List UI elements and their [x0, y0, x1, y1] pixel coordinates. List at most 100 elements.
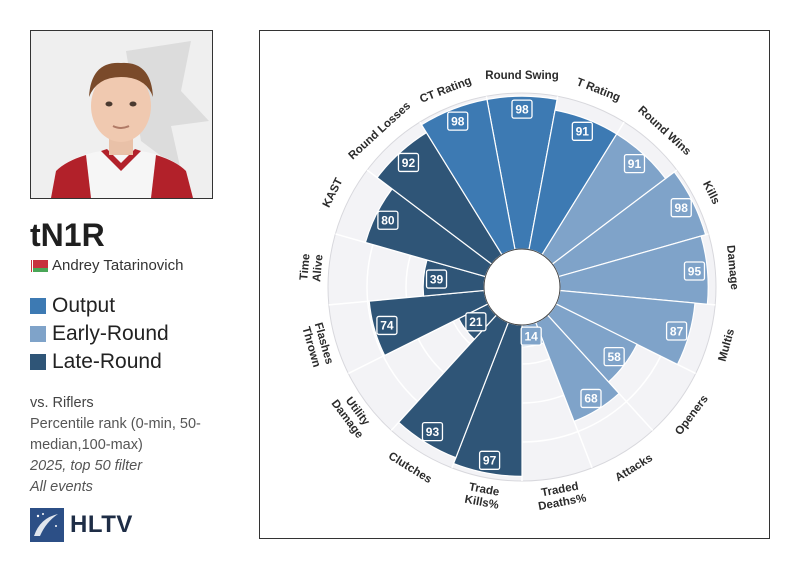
legend-item-late-round: Late-Round [30, 348, 169, 376]
player-real-name: Andrey Tatarinovich [52, 257, 184, 274]
legend-item-output: Output [30, 292, 169, 320]
value-badge: 92 [397, 152, 420, 173]
player-photo-image [31, 31, 212, 198]
value-label: 91 [576, 125, 590, 139]
value-label: 14 [525, 329, 539, 343]
category-label: KAST [321, 176, 346, 209]
player-photo [30, 30, 213, 199]
value-badge-box [465, 312, 487, 332]
hltv-logo: HLTV [30, 508, 133, 542]
value-badge-box [683, 261, 706, 281]
notes-events: All events [30, 479, 93, 495]
value-label: 93 [426, 425, 440, 439]
value-label: 80 [381, 214, 395, 228]
value-badge-box [447, 111, 469, 131]
value-badge: 98 [511, 99, 533, 119]
value-label: 39 [430, 272, 444, 286]
chart-frame: 98 91 91 98 95 87 58 68 14 97 93 21 74 39 80 92 98 Round… [259, 30, 770, 539]
category-label: T Rating [575, 76, 622, 104]
category-label-text: KAST [321, 176, 346, 209]
category-label: Kills [700, 179, 722, 206]
category-label-text: Round Swing [485, 70, 558, 82]
category-label-text: Kills [700, 179, 722, 206]
value-badge: 95 [683, 261, 706, 281]
value-label: 98 [515, 102, 529, 116]
hltv-logo-text: HLTV [70, 511, 133, 538]
value-label: 98 [451, 114, 465, 128]
legend-label: Late-Round [52, 350, 162, 373]
category-label-text: Attacks [613, 452, 655, 484]
legend-swatch-early-round [30, 326, 46, 342]
chart-value-labels: 98 91 91 98 95 87 58 68 14 97 93 21 74 39 80 92 98 [376, 99, 706, 470]
chart-center [483, 248, 561, 326]
value-label: 97 [483, 454, 497, 468]
value-badge-box [623, 153, 646, 174]
value-badge-box [478, 450, 501, 470]
category-label: Damage [724, 245, 740, 291]
value-badge-box [603, 346, 625, 367]
value-label: 68 [584, 392, 598, 406]
value-badge-box [580, 388, 602, 409]
category-label: Round Swing [485, 70, 558, 82]
notes-percentile-description: Percentile rank (0-min, 50-median,100-ma… [30, 416, 201, 453]
category-label-text: Time [298, 253, 312, 281]
value-badge-box [571, 121, 593, 141]
legend-label: Early-Round [52, 322, 169, 345]
value-badge-box [665, 321, 688, 341]
value-badge: 14 [520, 326, 542, 346]
value-badge-box [670, 198, 692, 218]
category-label-text: Multis [717, 328, 738, 363]
chart-legend: Output Early-Round Late-Round [30, 292, 169, 376]
category-label-text: CT Rating [418, 75, 473, 106]
value-label: 87 [670, 324, 684, 338]
hltv-logo-icon [30, 508, 64, 542]
value-label: 91 [628, 157, 642, 171]
chart-center-hole [483, 248, 561, 326]
notes-comparison: vs. Riflers [30, 395, 94, 411]
value-badge-box [511, 99, 533, 119]
category-label: CT Rating [418, 75, 473, 106]
category-label-text: Trade [468, 481, 500, 498]
value-badge: 74 [376, 315, 398, 336]
value-badge-box [397, 152, 420, 173]
value-badge: 87 [665, 321, 688, 341]
value-badge: 80 [377, 210, 399, 230]
value-badge: 93 [421, 421, 444, 442]
legend-item-early-round: Early-Round [30, 320, 169, 348]
value-badge-box [425, 269, 448, 289]
polar-chart: 98 91 91 98 95 87 58 68 14 97 93 21 74 39 80 92 98 Round… [298, 70, 740, 514]
value-badge-box [377, 210, 399, 230]
category-label-text: Alive [311, 254, 325, 282]
category-label: Attacks [613, 452, 655, 484]
legend-swatch-late-round [30, 354, 46, 370]
player-nickname: tN1R [30, 217, 105, 253]
category-label-text: Damage [724, 245, 740, 291]
value-badge: 68 [580, 388, 602, 409]
value-label: 21 [469, 315, 483, 329]
value-badge: 97 [478, 450, 501, 470]
value-badge-box [421, 421, 444, 442]
value-badge: 58 [603, 346, 625, 367]
chart-notes: vs. Riflers Percentile rank (0-min, 50-m… [30, 393, 230, 498]
category-label: Multis [717, 328, 738, 363]
value-label: 95 [688, 264, 702, 278]
value-badge: 39 [425, 269, 448, 289]
value-badge-box [376, 315, 398, 336]
value-badge: 98 [447, 111, 469, 131]
value-label: 74 [380, 319, 394, 333]
notes-filter: 2025, top 50 filter [30, 458, 143, 474]
category-label-text: T Rating [575, 76, 622, 104]
player-realname-row: Andrey Tatarinovich [30, 257, 183, 274]
belarus-flag-icon [30, 259, 48, 272]
value-label: 58 [607, 350, 621, 364]
value-badge: 98 [670, 198, 692, 218]
value-badge: 91 [623, 153, 646, 174]
value-label: 98 [675, 201, 689, 215]
value-label: 92 [402, 156, 416, 170]
value-badge: 91 [571, 121, 593, 141]
value-badge-box [520, 326, 542, 346]
